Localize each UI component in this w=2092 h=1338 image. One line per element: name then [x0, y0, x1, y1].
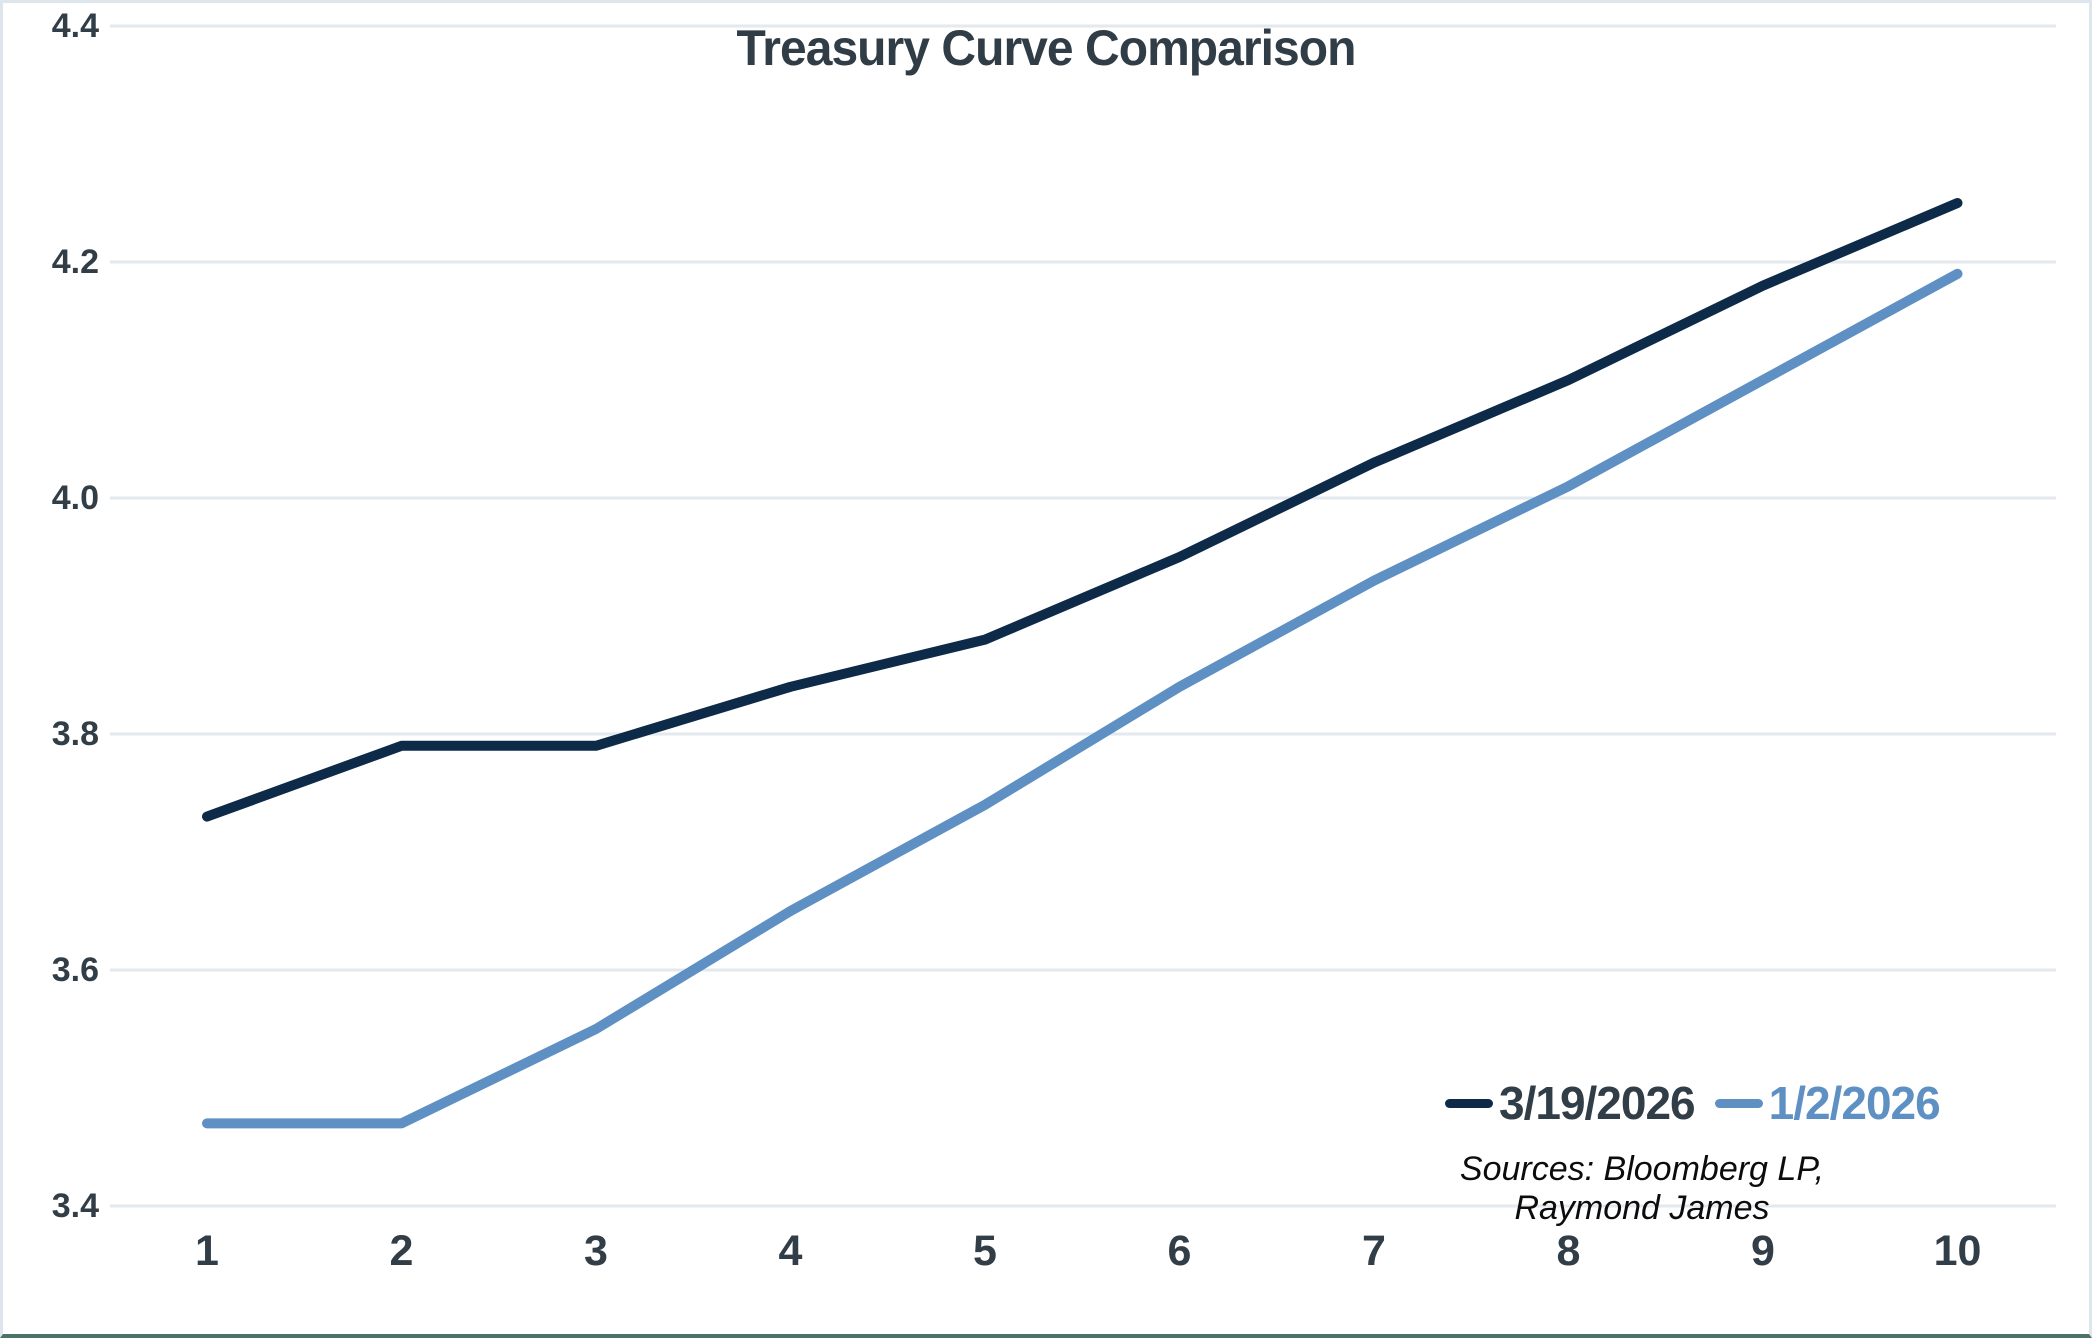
- x-tick-label: 6: [1167, 1227, 1192, 1275]
- x-tick-label: 4: [778, 1227, 803, 1275]
- plot-area: [110, 24, 2056, 1208]
- legend-item-series-0: 3/19/2026: [1445, 1076, 1696, 1130]
- series-line-3-19-2026: [202, 198, 1963, 822]
- legend: 3/19/2026 1/2/2026: [1445, 1075, 1941, 1131]
- chart-title: Treasury Curve Comparison: [736, 20, 1357, 76]
- x-tick-label: 2: [389, 1227, 414, 1275]
- x-tick-label: 8: [1556, 1227, 1581, 1275]
- legend-swatch-light-line: [1714, 1098, 1763, 1108]
- x-tick-label: 9: [1751, 1227, 1775, 1275]
- y-tick-label: 4.2: [51, 243, 99, 281]
- x-tick-label: 5: [973, 1227, 997, 1275]
- legend-label-series-1: 1/2/2026: [1768, 1077, 1941, 1129]
- y-tick-label: 4.4: [51, 7, 99, 45]
- legend-label-series-0: 3/19/2026: [1499, 1077, 1696, 1129]
- x-tick-label: 7: [1362, 1227, 1386, 1275]
- y-tick-label: 3.4: [51, 1187, 99, 1225]
- series-line-1-2-2026: [202, 268, 1963, 1129]
- x-tick-label: 1: [195, 1227, 219, 1275]
- y-tick-label: 4.0: [51, 479, 99, 517]
- y-tick-label: 3.8: [51, 715, 99, 753]
- source-note: Sources: Bloomberg LP, Raymond James: [1459, 1150, 1825, 1227]
- x-tick-label: 3: [584, 1227, 608, 1275]
- x-tick-label: 10: [1933, 1227, 1982, 1275]
- legend-item-series-1: 1/2/2026: [1714, 1076, 1941, 1130]
- y-tick-label: 3.6: [51, 951, 99, 989]
- legend-swatch-dark-line: [1445, 1098, 1493, 1108]
